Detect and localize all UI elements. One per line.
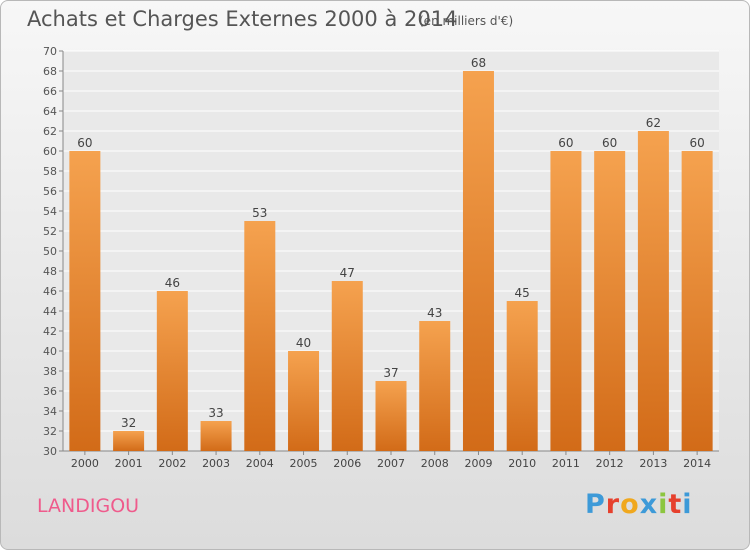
bar <box>419 321 451 451</box>
chart-title: Achats et Charges Externes 2000 à 2014 <box>27 7 458 31</box>
data-label: 37 <box>383 366 398 380</box>
bar <box>288 351 320 451</box>
y-tick-label: 64 <box>43 105 57 118</box>
chart-subtitle: (en milliers d'€) <box>419 14 514 28</box>
x-tick-label: 2004 <box>246 457 274 470</box>
bar <box>506 301 538 451</box>
bar <box>550 151 582 451</box>
y-tick-label: 30 <box>43 445 57 458</box>
y-tick-label: 68 <box>43 65 57 78</box>
x-tick-label: 2010 <box>508 457 536 470</box>
bar <box>375 381 407 451</box>
data-label: 62 <box>646 116 661 130</box>
data-label: 33 <box>208 406 223 420</box>
brand-letter: r <box>605 489 621 520</box>
brand-letter: t <box>668 489 683 520</box>
bar <box>331 281 363 451</box>
data-label: 60 <box>689 136 704 150</box>
brand-letter: i <box>658 489 669 520</box>
bar <box>637 131 669 451</box>
data-label: 47 <box>340 266 355 280</box>
y-tick-label: 34 <box>43 405 57 418</box>
y-tick-label: 62 <box>43 125 57 138</box>
brand-letter: P <box>585 489 606 520</box>
data-label: 60 <box>602 136 617 150</box>
y-tick-label: 32 <box>43 425 57 438</box>
data-label: 45 <box>515 286 530 300</box>
brand-letter: x <box>639 489 659 520</box>
y-tick-label: 38 <box>43 365 57 378</box>
y-tick-label: 44 <box>43 305 57 318</box>
y-tick-label: 42 <box>43 325 57 338</box>
x-tick-label: 2014 <box>683 457 711 470</box>
x-tick-label: 2006 <box>333 457 361 470</box>
y-tick-label: 40 <box>43 345 57 358</box>
data-label: 32 <box>121 416 136 430</box>
data-label: 53 <box>252 206 267 220</box>
y-tick-label: 66 <box>43 85 57 98</box>
y-tick-label: 58 <box>43 165 57 178</box>
place-name: LANDIGOU <box>37 495 140 517</box>
x-tick-label: 2002 <box>158 457 186 470</box>
y-tick-label: 52 <box>43 225 57 238</box>
y-tick-label: 70 <box>43 45 57 58</box>
x-tick-label: 2011 <box>552 457 580 470</box>
y-tick-label: 48 <box>43 265 57 278</box>
data-label: 46 <box>165 276 180 290</box>
y-tick-label: 60 <box>43 145 57 158</box>
y-tick-label: 50 <box>43 245 57 258</box>
x-tick-label: 2005 <box>290 457 318 470</box>
x-tick-label: 2007 <box>377 457 405 470</box>
y-tick-label: 54 <box>43 205 57 218</box>
bar <box>113 431 145 451</box>
x-tick-label: 2013 <box>639 457 667 470</box>
x-tick-label: 2001 <box>115 457 143 470</box>
data-label: 60 <box>77 136 92 150</box>
data-label: 68 <box>471 56 486 70</box>
bar <box>594 151 626 451</box>
x-tick-label: 2000 <box>71 457 99 470</box>
bar <box>681 151 713 451</box>
y-tick-label: 36 <box>43 385 57 398</box>
bar <box>156 291 188 451</box>
x-tick-label: 2008 <box>421 457 449 470</box>
bar <box>69 151 101 451</box>
y-tick-label: 46 <box>43 285 57 298</box>
brand-logo: Proxiti <box>585 489 693 520</box>
bar <box>244 221 276 451</box>
data-label: 43 <box>427 306 442 320</box>
x-tick-label: 2009 <box>464 457 492 470</box>
bar <box>462 71 494 451</box>
bar <box>200 421 232 451</box>
data-label: 60 <box>558 136 573 150</box>
data-label: 40 <box>296 336 311 350</box>
brand-letter: i <box>682 489 693 520</box>
x-tick-label: 2003 <box>202 457 230 470</box>
x-tick-label: 2012 <box>596 457 624 470</box>
y-tick-label: 56 <box>43 185 57 198</box>
brand-letter: o <box>620 489 640 520</box>
